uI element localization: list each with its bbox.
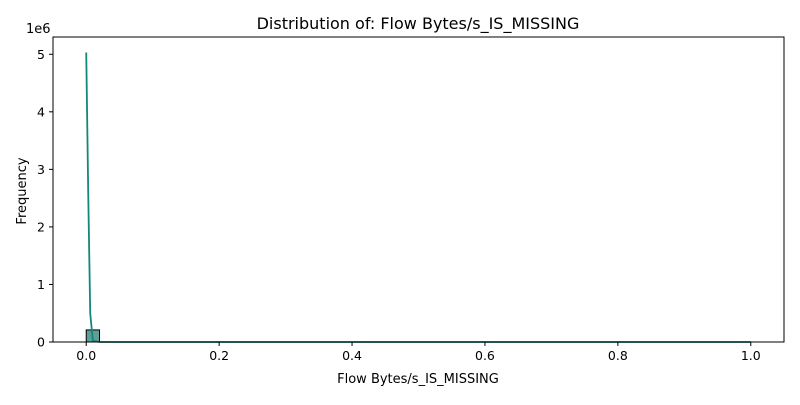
x-tick-label: 1.0 — [741, 348, 761, 363]
plot-area: 0.0 0.2 0.4 0.6 0.8 1.0 0 1 2 3 4 5 — [37, 36, 785, 363]
y-tick-label: 3 — [37, 162, 45, 177]
axes-frame — [52, 36, 785, 343]
y-axis-label: Frequency — [15, 157, 30, 224]
x-tick-label: 0.8 — [608, 348, 628, 363]
x-tick-label: 0.2 — [209, 348, 229, 363]
x-tick-label: 0.6 — [475, 348, 495, 363]
y-tick-label: 4 — [37, 104, 45, 119]
y-tick-label: 2 — [37, 219, 45, 234]
x-tick-label: 0.0 — [76, 348, 96, 363]
kde-line — [85, 52, 751, 343]
chart-title: Distribution of: Flow Bytes/s_IS_MISSING — [257, 14, 580, 34]
y-tick-label: 1 — [37, 277, 45, 292]
x-tick-label: 0.4 — [342, 348, 362, 363]
y-tick-label: 0 — [37, 335, 45, 350]
x-axis-label: Flow Bytes/s_IS_MISSING — [337, 372, 499, 387]
y-offset-label: 1e6 — [26, 22, 51, 37]
y-tick-label: 5 — [37, 47, 45, 62]
